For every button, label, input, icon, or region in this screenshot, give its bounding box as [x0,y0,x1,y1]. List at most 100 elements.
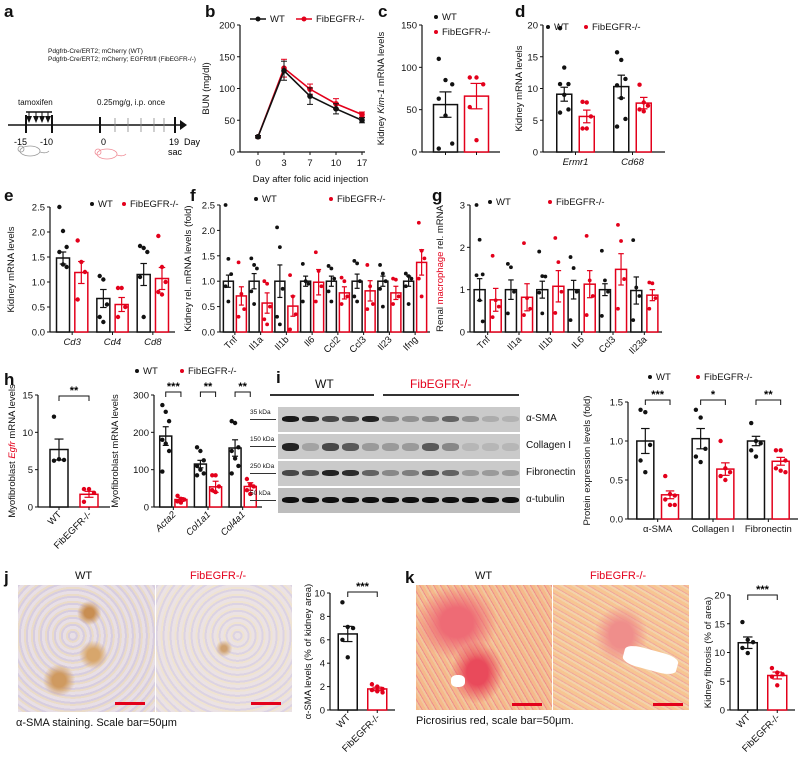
y-tick-label: 5 [533,116,538,127]
data-point [242,307,247,312]
wt-group-bar [270,394,374,396]
band [502,416,519,422]
data-point [156,289,161,295]
data-point [163,441,168,446]
band [382,443,399,451]
data-point [280,286,285,291]
legend-wt: WT [262,194,277,205]
significance-stars: *** [356,581,370,593]
tamoxifen-arrows-icon [26,111,52,123]
blot-strip [278,488,520,513]
data-point [60,262,66,267]
data-point [371,302,375,306]
data-point [637,294,642,298]
svg-text:7: 7 [307,158,312,169]
band [442,497,459,503]
y-tick-label: 15 [714,619,725,630]
data-point [643,470,648,475]
significance-stars: ** [204,381,213,393]
data-point [557,25,563,31]
data-point [358,279,362,284]
data-point [252,302,257,306]
y-tick-label: 0.5 [610,476,623,487]
data-point [698,415,703,420]
data-point [522,241,526,245]
data-point [281,67,287,74]
data-point [226,299,231,304]
y-tick-label: 4 [320,659,325,670]
data-point [778,468,783,473]
marker-label: 50 kDa [250,490,276,501]
data-point [160,402,165,408]
data-point [647,306,652,311]
data-point [175,499,180,504]
data-point [467,104,472,110]
data-point [300,299,305,304]
data-point [619,239,623,243]
y-tick-label: 2.5 [32,203,45,214]
y-tick-label: 0 [28,503,33,514]
data-point [175,493,180,498]
x-tick-label: Ccl3 [348,334,369,355]
data-point [641,109,646,114]
data-point [300,262,305,266]
band [342,470,359,476]
y-axis-label: Myofibroblast Egfr mRNA levels [7,384,18,518]
band [422,470,439,476]
band [422,443,439,451]
band [302,470,319,476]
img-ko-label: FibEGFR-/- [590,570,647,582]
y-axis-label: Renal macrophage rel. mRNA [435,204,446,331]
data-point [232,420,238,426]
y-tick-label: 1.0 [610,437,623,448]
x-tick-label: Ermr1 [563,157,589,168]
data-point [522,313,526,317]
data-point [505,311,510,316]
band [342,443,359,451]
data-point [319,284,324,289]
band [482,497,499,503]
data-point [745,637,750,643]
data-point [672,493,677,498]
data-point [740,645,745,651]
data-point [97,273,102,279]
y-tick-label: 1.5 [32,253,45,264]
data-point [769,674,775,679]
data-point [178,496,184,501]
data-point [505,261,510,266]
data-point [647,442,653,448]
x-tick-label: Acta2 [153,509,179,535]
x-tick-label: Ccl2 [322,334,343,355]
x-tick-label: Cd3 [63,337,81,348]
data-point [375,684,380,689]
data-point [251,484,256,489]
data-point [60,228,66,234]
data-point [467,75,472,80]
y-tick-label: 0.0 [32,328,45,339]
y-tick-label: 2 [460,243,465,254]
band [402,470,419,476]
significance-stars: ** [764,389,773,401]
data-point [750,639,756,645]
data-point [383,279,388,284]
sirius-caption: Picrosirius red, scale bar=50μm. [416,715,574,727]
tamoxifen-label: tamoxifen [18,98,53,107]
panel-j-histology: WT FibEGFR-/- α-SMA staining. Scale bar=… [0,570,300,766]
data-point [553,311,558,315]
data-point [778,448,783,453]
x-tick-label: Il1b [537,334,556,353]
svg-text:17: 17 [357,158,368,169]
data-point [159,292,165,297]
y-tick-label: 5 [720,677,725,688]
data-point [653,296,658,301]
y-tick-label: 0 [144,503,149,514]
data-point [86,486,92,492]
data-point [590,294,595,298]
data-point [163,279,168,285]
data-point [614,83,620,88]
band [362,470,379,476]
data-point [82,269,88,275]
y-tick-label: 0.5 [32,303,45,314]
data-point [359,117,365,124]
x-tick-label: Col1a1 [184,509,213,538]
